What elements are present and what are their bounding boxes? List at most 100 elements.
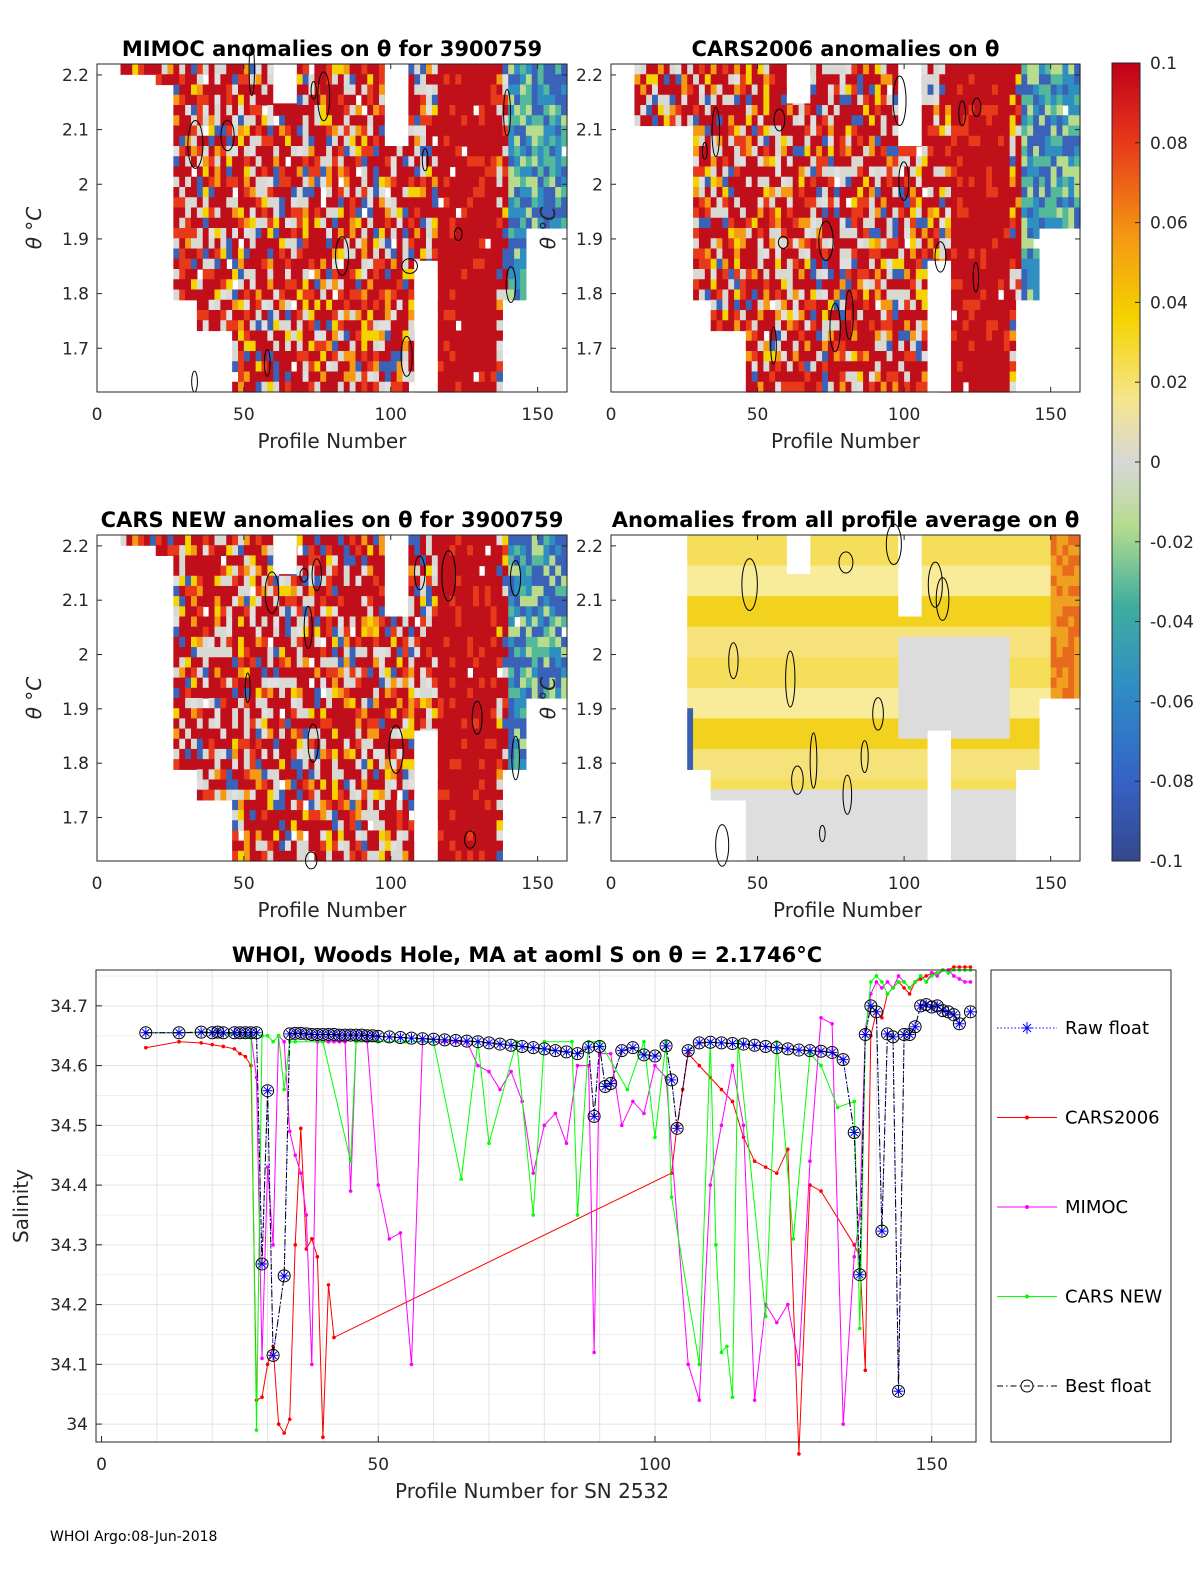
heat-cell (863, 258, 870, 270)
heat-cell (367, 535, 374, 546)
heat-cell (443, 361, 451, 373)
heat-cell (951, 361, 958, 373)
heat-cell (279, 320, 286, 332)
heat-cell (279, 698, 286, 709)
heat-cell (951, 351, 958, 362)
heat-cell (775, 228, 782, 239)
heat-cell (373, 279, 380, 291)
heat-cell (202, 677, 210, 689)
heat-cell (326, 626, 333, 638)
heat-cell (267, 769, 274, 781)
heat-cell (320, 146, 327, 157)
heat-cell (361, 657, 368, 669)
heat-cell (402, 299, 409, 311)
heat-cell (191, 74, 198, 86)
heat-cell (302, 115, 310, 127)
heat-cell (314, 616, 321, 628)
heat-cell (373, 799, 380, 811)
heat-cell (880, 187, 888, 198)
heat-cell (202, 769, 210, 781)
heat-cell (804, 330, 811, 342)
heat-cell (496, 135, 503, 147)
heat-cell (249, 687, 257, 699)
heat-cell (361, 769, 368, 781)
heat-cell (308, 371, 315, 383)
heat-cell (285, 310, 292, 321)
heat-cell (956, 115, 964, 127)
heat-cell (261, 748, 268, 760)
heat-cell (769, 146, 776, 157)
heat-cell (220, 197, 227, 209)
heat-cell (285, 238, 292, 250)
heat-cell (520, 217, 527, 229)
heat-cell (898, 176, 905, 188)
heat-cell (373, 269, 380, 280)
heat-cell (196, 176, 204, 188)
heat-cell (261, 667, 268, 679)
heat-cell (191, 156, 198, 168)
heat-cell (716, 64, 723, 75)
heat-cell (1021, 125, 1028, 137)
heat-cell (208, 728, 216, 740)
heat-cell (792, 279, 800, 291)
heat-cell (827, 279, 835, 291)
heat-cell (786, 238, 794, 250)
heat-cell (478, 217, 486, 229)
heat-cell (1074, 176, 1081, 188)
heat-cell (1074, 105, 1081, 116)
heat-cell (214, 74, 221, 86)
heat-cell (1015, 94, 1022, 106)
heat-cell (191, 248, 198, 260)
heat-cell (126, 64, 133, 75)
heat-cell (337, 626, 345, 638)
heat-cell (555, 74, 562, 86)
heat-cell (722, 156, 729, 168)
heat-cell (921, 84, 929, 96)
heat-cell (939, 115, 946, 127)
heat-cell (243, 64, 251, 75)
heat-cell (337, 381, 345, 393)
heat-cell (255, 585, 263, 597)
contour-line (317, 71, 331, 122)
heat-cell (845, 269, 852, 280)
heat-cell (332, 217, 339, 229)
heat-cell (751, 238, 759, 250)
heat-cell (402, 269, 409, 280)
heat-cell (349, 176, 357, 188)
heat-cell (326, 381, 333, 393)
heat-cell (508, 248, 515, 260)
heat-cell (927, 84, 935, 96)
heat-cell (514, 146, 521, 157)
heat-cell (408, 64, 415, 75)
heat-cell (191, 626, 198, 638)
heat-cell (939, 105, 946, 116)
heat-cell (857, 340, 864, 352)
heat-cell (804, 197, 811, 209)
heat-cell (396, 146, 404, 157)
heat-cell (892, 228, 899, 239)
heat-cell (827, 105, 835, 116)
heat-cell (781, 187, 788, 198)
heat-cell (296, 279, 304, 291)
heat-cell (792, 166, 800, 178)
heat-cell (722, 64, 729, 75)
heat-cell (798, 207, 806, 219)
heat-cell (1038, 135, 1046, 147)
heat-cell (326, 156, 333, 168)
heat-cell (220, 279, 227, 291)
heat-cell (185, 748, 192, 760)
y-tick-label: 2 (78, 175, 89, 195)
heat-cell (549, 166, 556, 178)
heat-cell (1003, 105, 1011, 116)
heat-cell (185, 269, 192, 280)
heat-cell (781, 115, 788, 127)
heat-cell (337, 810, 345, 821)
heat-cell (238, 789, 245, 801)
heat-cell (490, 84, 498, 96)
heat-cell (314, 698, 321, 709)
heat-cell (1009, 361, 1017, 373)
heat-cell (402, 166, 409, 178)
heat-cell (232, 146, 239, 157)
heat-cell (833, 187, 841, 198)
heat-cell (751, 361, 759, 373)
